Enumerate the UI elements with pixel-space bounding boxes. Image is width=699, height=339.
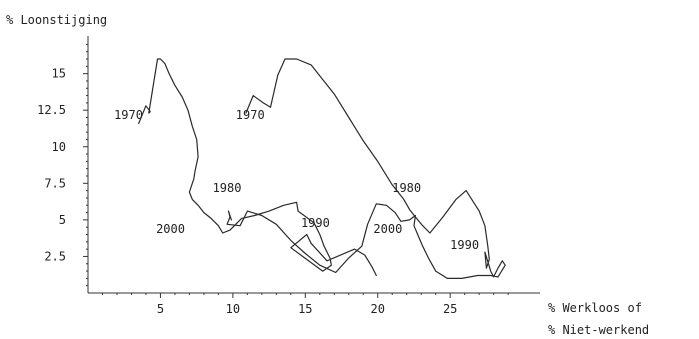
y-tick-label: 7.5 <box>44 176 66 190</box>
x-tick-label: 10 <box>226 302 240 316</box>
y-tick-label: 15 <box>52 67 66 81</box>
x-tick-label: 25 <box>443 302 457 316</box>
x-tick-label: 20 <box>371 302 385 316</box>
x-tick-label: 5 <box>157 302 164 316</box>
annotation-label: 1970 <box>236 108 265 122</box>
annotation-label: 2000 <box>373 222 402 236</box>
ticks-group: 5 10 15 20 25 2.5 5 7.5 10 12.5 15 <box>37 43 509 316</box>
series-group <box>138 58 506 279</box>
series-line-1 <box>138 58 377 277</box>
annotation-label: 1980 <box>392 181 421 195</box>
series-line-2 <box>226 58 506 279</box>
y-axis-label: % Loonstijging <box>6 13 107 27</box>
x-axis-label-line-1: % Werkloos of <box>548 301 642 315</box>
annotation-group: 1970 1980 1990 2000 1970 1980 1990 2000 <box>114 108 479 252</box>
annotation-label: 1990 <box>450 238 479 252</box>
y-tick-label: 10 <box>52 140 66 154</box>
x-tick-label: 15 <box>298 302 312 316</box>
annotation-label: 1980 <box>213 181 242 195</box>
annotation-label: 1990 <box>301 216 330 230</box>
y-tick-label: 12.5 <box>37 103 66 117</box>
x-axis-label-line-2: % Niet-werkend <box>548 323 649 337</box>
annotation-label: 2000 <box>156 222 185 236</box>
annotation-label: 1970 <box>114 108 143 122</box>
y-tick-label: 2.5 <box>44 249 66 263</box>
y-tick-label: 5 <box>59 213 66 227</box>
axes-group <box>87 36 540 294</box>
